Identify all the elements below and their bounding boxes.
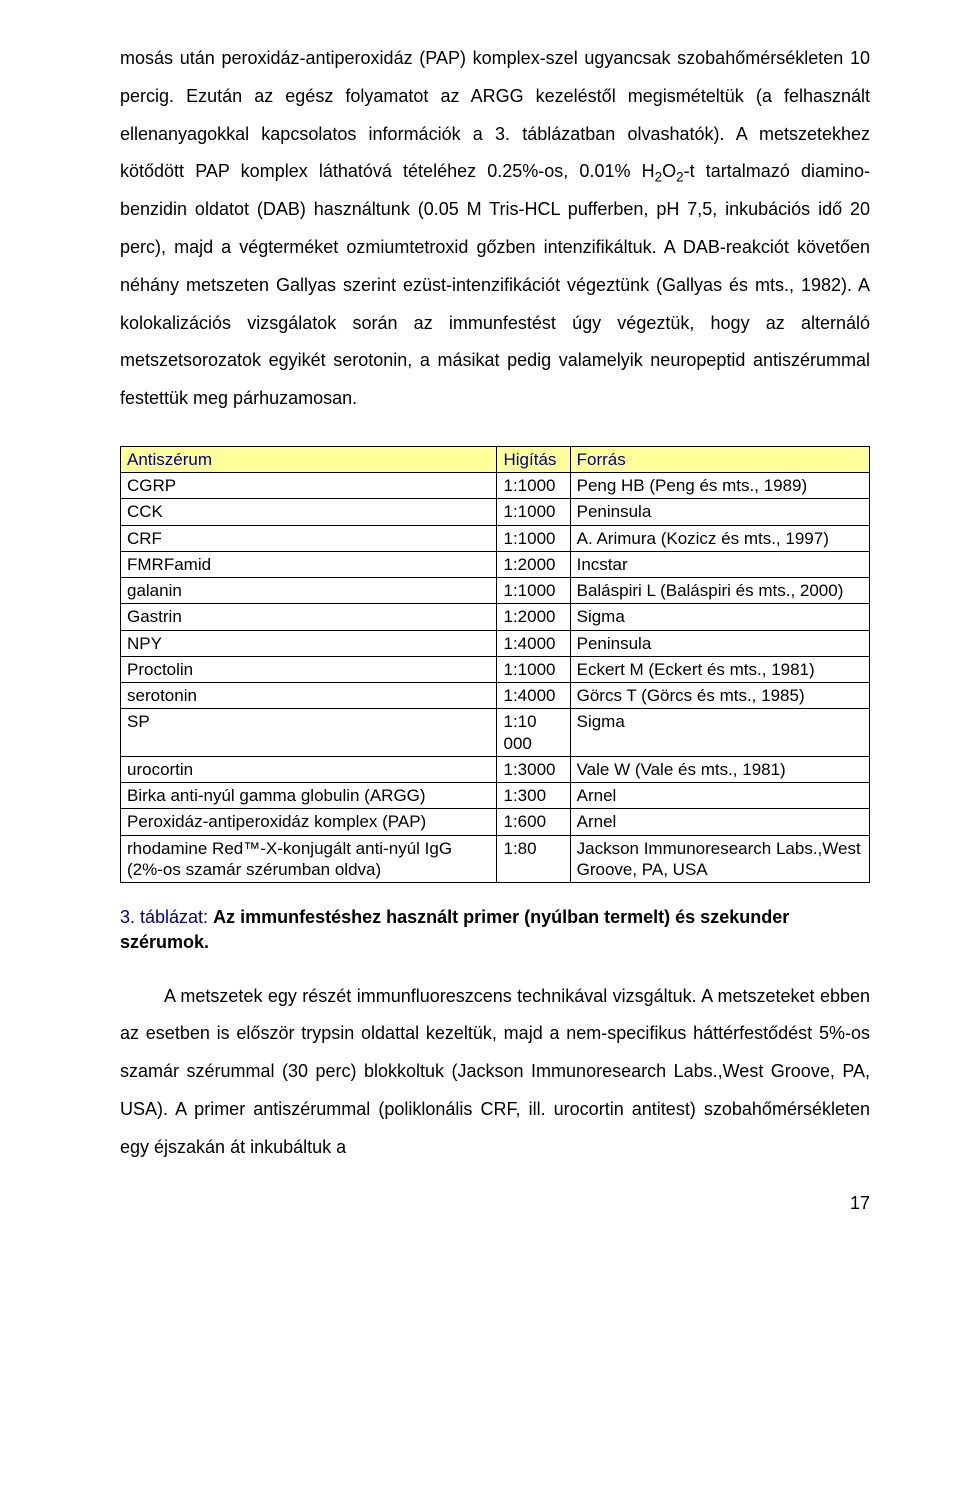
table-cell: Peng HB (Peng és mts., 1989) bbox=[570, 473, 869, 499]
table-cell: CGRP bbox=[121, 473, 497, 499]
table-cell: Görcs T (Görcs és mts., 1985) bbox=[570, 683, 869, 709]
table-cell: 1:1000 bbox=[497, 473, 570, 499]
table-cell: Peninsula bbox=[570, 499, 869, 525]
table-body: CGRP1:1000Peng HB (Peng és mts., 1989)CC… bbox=[121, 473, 870, 883]
table-cell: Peroxidáz-antiperoxidáz komplex (PAP) bbox=[121, 809, 497, 835]
paragraph-2: A metszetek egy részét immunfluoreszcens… bbox=[120, 978, 870, 1167]
table-header-cell: Forrás bbox=[570, 446, 869, 472]
table-row: Gastrin1:2000Sigma bbox=[121, 604, 870, 630]
table-cell: Peninsula bbox=[570, 630, 869, 656]
table-cell: Jackson Immunoresearch Labs.,West Groove… bbox=[570, 835, 869, 883]
table-header-cell: Antiszérum bbox=[121, 446, 497, 472]
table-cell: 1:1000 bbox=[497, 525, 570, 551]
table-row: NPY1:4000Peninsula bbox=[121, 630, 870, 656]
paragraph-2-text: A metszetek egy részét immunfluoreszcens… bbox=[120, 986, 870, 1157]
table-row: CCK1:1000Peninsula bbox=[121, 499, 870, 525]
table-caption: 3. táblázat: Az immunfestéshez használt … bbox=[120, 905, 870, 955]
table-cell: 1:1000 bbox=[497, 656, 570, 682]
table-cell: Incstar bbox=[570, 551, 869, 577]
table-row: Birka anti-nyúl gamma globulin (ARGG)1:3… bbox=[121, 783, 870, 809]
table-cell: galanin bbox=[121, 578, 497, 604]
table-cell: Baláspiri L (Baláspiri és mts., 2000) bbox=[570, 578, 869, 604]
table-cell: urocortin bbox=[121, 756, 497, 782]
caption-rest: Az immunfestéshez használt primer (nyúlb… bbox=[120, 907, 789, 952]
table-cell: Eckert M (Eckert és mts., 1981) bbox=[570, 656, 869, 682]
table-cell: Sigma bbox=[570, 604, 869, 630]
table-cell: Arnel bbox=[570, 809, 869, 835]
table-cell: serotonin bbox=[121, 683, 497, 709]
table-cell: 1:600 bbox=[497, 809, 570, 835]
table-cell: 1:3000 bbox=[497, 756, 570, 782]
table-row: rhodamine Red™-X-konjugált anti-nyúl IgG… bbox=[121, 835, 870, 883]
table-cell: Vale W (Vale és mts., 1981) bbox=[570, 756, 869, 782]
table-cell: Birka anti-nyúl gamma globulin (ARGG) bbox=[121, 783, 497, 809]
table-cell: 1:1000 bbox=[497, 499, 570, 525]
table-cell: A. Arimura (Kozicz és mts., 1997) bbox=[570, 525, 869, 551]
table-cell: CRF bbox=[121, 525, 497, 551]
table-cell: Sigma bbox=[570, 709, 869, 757]
table-cell: CCK bbox=[121, 499, 497, 525]
table-row: serotonin1:4000Görcs T (Görcs és mts., 1… bbox=[121, 683, 870, 709]
table-row: CRF1:1000A. Arimura (Kozicz és mts., 199… bbox=[121, 525, 870, 551]
table-cell: FMRFamid bbox=[121, 551, 497, 577]
table-cell: 1:2000 bbox=[497, 604, 570, 630]
table-cell: 1:1000 bbox=[497, 578, 570, 604]
table-header-row: AntiszérumHigításForrás bbox=[121, 446, 870, 472]
table-cell: 1:300 bbox=[497, 783, 570, 809]
table-row: urocortin1:3000Vale W (Vale és mts., 198… bbox=[121, 756, 870, 782]
table-cell: 1:10 000 bbox=[497, 709, 570, 757]
page-number: 17 bbox=[120, 1193, 870, 1214]
table-row: FMRFamid1:2000Incstar bbox=[121, 551, 870, 577]
antisera-table: AntiszérumHigításForrás CGRP1:1000Peng H… bbox=[120, 446, 870, 883]
caption-lead: 3. táblázat: bbox=[120, 907, 213, 927]
table-cell: Proctolin bbox=[121, 656, 497, 682]
table-cell: 1:4000 bbox=[497, 630, 570, 656]
table-cell: SP bbox=[121, 709, 497, 757]
table-row: Peroxidáz-antiperoxidáz komplex (PAP)1:6… bbox=[121, 809, 870, 835]
paragraph-1: mosás után peroxidáz-antiperoxidáz (PAP)… bbox=[120, 40, 870, 418]
table-cell: 1:80 bbox=[497, 835, 570, 883]
table-row: Proctolin1:1000Eckert M (Eckert és mts.,… bbox=[121, 656, 870, 682]
table-cell: 1:2000 bbox=[497, 551, 570, 577]
table-cell: rhodamine Red™-X-konjugált anti-nyúl IgG… bbox=[121, 835, 497, 883]
table-cell: Arnel bbox=[570, 783, 869, 809]
page: mosás után peroxidáz-antiperoxidáz (PAP)… bbox=[0, 0, 960, 1254]
table-cell: Gastrin bbox=[121, 604, 497, 630]
table-cell: 1:4000 bbox=[497, 683, 570, 709]
table-row: CGRP1:1000Peng HB (Peng és mts., 1989) bbox=[121, 473, 870, 499]
table-row: SP1:10 000Sigma bbox=[121, 709, 870, 757]
table-row: galanin1:1000Baláspiri L (Baláspiri és m… bbox=[121, 578, 870, 604]
table-header-cell: Higítás bbox=[497, 446, 570, 472]
table-cell: NPY bbox=[121, 630, 497, 656]
